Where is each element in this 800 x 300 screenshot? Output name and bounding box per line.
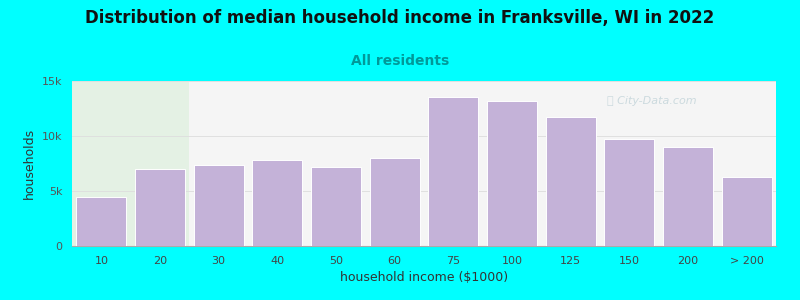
Bar [77,196,126,246]
Bar [546,117,595,246]
Text: Distribution of median household income in Franksville, WI in 2022: Distribution of median household income … [86,9,714,27]
Bar [311,167,361,246]
Y-axis label: households: households [23,128,36,199]
Text: All residents: All residents [351,54,449,68]
Bar [605,139,654,246]
Bar [722,177,771,246]
Bar [253,160,302,246]
X-axis label: household income ($1000): household income ($1000) [340,271,508,284]
Bar [72,81,190,246]
Bar [663,147,713,246]
Text: ⓘ City-Data.com: ⓘ City-Data.com [607,96,697,106]
Bar [487,101,537,246]
Bar [194,165,243,246]
Bar [370,158,419,246]
Bar [429,98,478,246]
Bar [135,169,185,246]
